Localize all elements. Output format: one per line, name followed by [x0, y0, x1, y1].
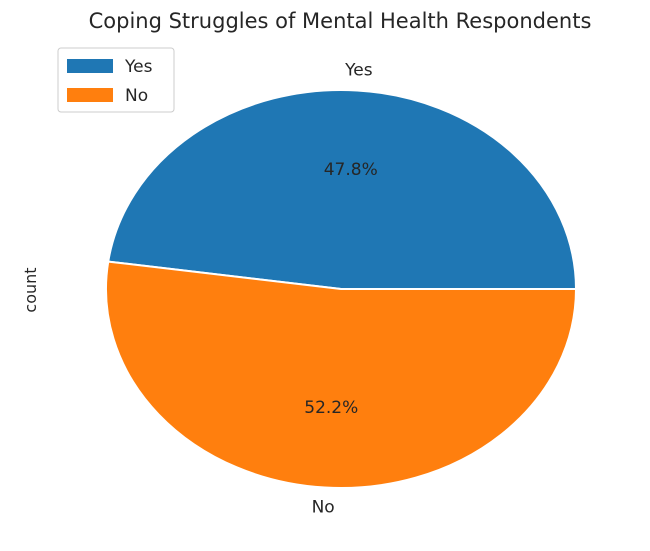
pie-percent-label-yes: 47.8%	[324, 160, 378, 180]
pie-labels: 47.8% Yes 52.2% No	[304, 61, 377, 518]
pie-slice-no	[105, 260, 577, 489]
pie-slices	[105, 89, 577, 489]
legend-entry-yes: Yes	[124, 57, 153, 77]
legend-swatch-no	[67, 88, 113, 102]
y-axis-label: count	[21, 267, 40, 312]
legend: Yes No	[57, 47, 175, 113]
chart-title: Coping Struggles of Mental Health Respon…	[89, 9, 592, 33]
legend-entry-no: No	[125, 86, 148, 106]
legend-frame	[57, 47, 175, 113]
legend-swatch-yes	[67, 59, 113, 73]
pie-slice-yes	[107, 89, 577, 290]
pie-category-label-yes: Yes	[344, 61, 373, 81]
pie-percent-label-no: 52.2%	[304, 398, 358, 418]
pie-category-label-no: No	[312, 497, 335, 517]
